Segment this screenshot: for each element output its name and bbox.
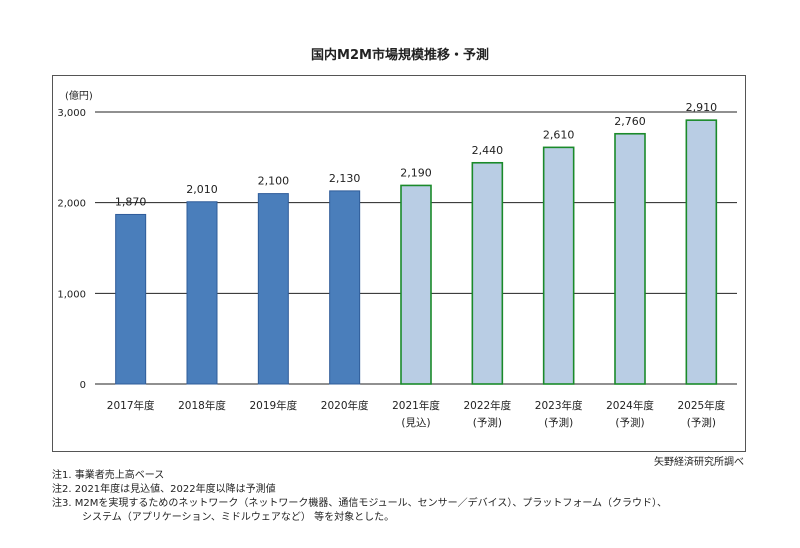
x-tick-sublabel: (予測) bbox=[473, 416, 502, 429]
bar-2023年度 bbox=[542, 146, 575, 385]
chart-frame bbox=[52, 75, 746, 452]
value-label: 2,010 bbox=[186, 183, 218, 196]
x-tick-label: 2017年度 bbox=[107, 399, 155, 412]
footnote-2: 注2. 2021年度は見込値、2022年度以降は予測値 bbox=[52, 484, 276, 495]
x-tick-label: 2018年度 bbox=[178, 399, 226, 412]
x-tick-sublabel: (予測) bbox=[687, 416, 716, 429]
source-credit: 矢野経済研究所調べ bbox=[654, 457, 744, 468]
x-tick-sublabel: (予測) bbox=[615, 416, 644, 429]
y-tick-label: 0 bbox=[80, 380, 86, 391]
bar-2020年度 bbox=[329, 190, 361, 385]
bar-2025年度 bbox=[685, 119, 718, 385]
bar-2019年度 bbox=[257, 193, 289, 385]
x-tick-label: 2023年度 bbox=[535, 399, 583, 412]
footnotes: 注1. 事業者売上高ベース 注2. 2021年度は見込値、2022年度以降は予測… bbox=[52, 469, 667, 525]
y-unit-label: (億円) bbox=[65, 89, 93, 102]
value-label: 2,910 bbox=[686, 101, 718, 114]
x-tick-label: 2021年度 bbox=[392, 399, 440, 412]
value-label: 2,130 bbox=[329, 172, 361, 185]
value-label: 2,190 bbox=[400, 166, 432, 179]
footnote-3: 注3. M2Mを実現するためのネットワーク（ネットワーク機器、通信モジュール、セ… bbox=[52, 498, 668, 509]
value-label: 2,610 bbox=[543, 128, 575, 141]
bar-2024年度 bbox=[614, 132, 646, 385]
value-label: 2,760 bbox=[614, 115, 646, 128]
x-tick-sublabel: (見込) bbox=[401, 417, 430, 429]
y-tick-label: 3,000 bbox=[57, 108, 86, 119]
x-tick-sublabel: (予測) bbox=[544, 416, 573, 429]
labels: 0 1,000 2,000 3,000 (億円) 1,870 2017年度 2,010 2018… bbox=[57, 89, 725, 429]
bar-2022年度 bbox=[471, 161, 504, 385]
x-tick-label: 2025年度 bbox=[677, 399, 725, 412]
chart-title: 国内M2M市場規模推移・予測 bbox=[311, 48, 489, 63]
x-tick-label: 2020年度 bbox=[321, 399, 369, 412]
y-tick-label: 2,000 bbox=[57, 199, 86, 210]
value-label: 2,100 bbox=[258, 175, 290, 188]
x-tick-label: 2019年度 bbox=[249, 399, 297, 412]
y-tick-label: 1,000 bbox=[57, 289, 86, 300]
bar-2017年度 bbox=[115, 213, 147, 385]
footnote-1: 注1. 事業者売上高ベース bbox=[52, 470, 165, 481]
bar-2021年度 bbox=[400, 184, 432, 385]
bars bbox=[115, 119, 718, 385]
x-tick-label: 2022年度 bbox=[463, 399, 511, 412]
footnote-3-continued: システム（アプリケーション、ミドルウェアなど） 等を対象とした。 bbox=[82, 512, 395, 523]
value-label: 1,870 bbox=[115, 195, 147, 208]
bar-2018年度 bbox=[186, 201, 218, 385]
value-label: 2,440 bbox=[472, 144, 504, 157]
x-tick-label: 2024年度 bbox=[606, 399, 654, 412]
